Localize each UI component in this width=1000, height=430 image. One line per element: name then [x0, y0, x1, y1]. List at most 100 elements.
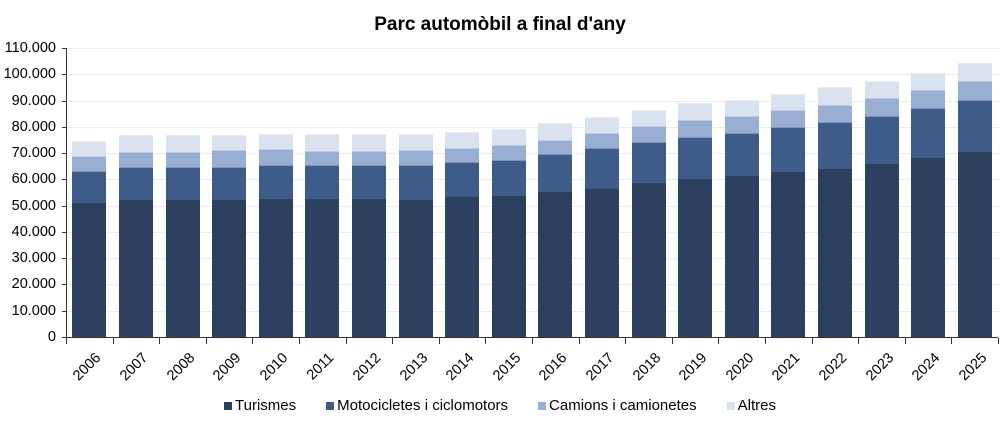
bar-segment	[351, 150, 386, 165]
bar-segment	[538, 139, 573, 155]
x-tick-label: 2007	[117, 350, 152, 385]
x-tick-label: 2009	[210, 350, 245, 385]
legend-item: Motocicletes i ciclomotors	[326, 397, 508, 414]
bar-segment	[118, 152, 153, 168]
y-tick	[62, 205, 67, 207]
bar-2022	[817, 87, 852, 337]
gridline	[66, 310, 1000, 312]
bar-segment	[398, 150, 433, 165]
bar-segment	[445, 147, 480, 163]
gridline	[66, 231, 1000, 233]
x-tick-label: 2006	[70, 350, 105, 385]
y-tick	[62, 179, 67, 181]
x-tick-label: 2015	[489, 350, 525, 385]
x-tick	[811, 338, 813, 344]
legend-swatch-icon	[326, 401, 335, 410]
legend-item: Altres	[726, 397, 776, 414]
x-tick-label: 2022	[816, 350, 851, 385]
x-tick	[765, 338, 766, 344]
bar-segment	[584, 188, 619, 337]
bar-segment	[911, 73, 946, 91]
x-tick	[159, 338, 161, 344]
bar-2025	[957, 63, 992, 337]
bar-2019	[678, 103, 713, 337]
x-tick	[438, 338, 440, 344]
bar-segment	[724, 132, 759, 176]
bar-segment	[491, 145, 526, 160]
gridline	[66, 100, 1000, 102]
x-tick-label: 2024	[909, 350, 944, 385]
bar-2011	[305, 134, 340, 337]
bar-2010	[258, 134, 293, 337]
bar-2017	[584, 116, 619, 337]
x-tick-label: 2023	[862, 350, 897, 385]
x-tick	[66, 338, 67, 344]
bar-segment	[538, 123, 573, 140]
bar-segment	[584, 116, 619, 134]
x-tick-label: 2025	[955, 350, 991, 385]
x-tick	[485, 338, 487, 344]
y-tick	[62, 100, 67, 102]
gridline	[66, 205, 1000, 207]
x-tick	[625, 338, 627, 344]
bar-segment	[817, 121, 852, 169]
bar-segment	[118, 199, 153, 337]
bar-segment	[631, 182, 666, 337]
bar-2020	[724, 99, 759, 337]
bar-segment	[631, 142, 666, 183]
bar-segment	[491, 128, 526, 146]
y-tick	[62, 153, 67, 155]
legend-swatch-icon	[538, 401, 547, 410]
legend: Turismes Motocicletes i ciclomotors Camion…	[0, 397, 1000, 414]
bar-segment	[118, 135, 153, 153]
y-tick-label: 110.000	[4, 40, 56, 56]
bar-segment	[957, 100, 992, 152]
bar-segment	[911, 158, 946, 337]
legend-item: Camions i camionetes	[538, 397, 697, 414]
bar-segment	[678, 136, 713, 179]
bar-segment	[631, 126, 666, 143]
bar-segment	[212, 150, 247, 167]
bar-segment	[351, 134, 386, 151]
bar-2013	[398, 134, 433, 337]
bar-segment	[724, 99, 759, 116]
bar-segment	[305, 150, 340, 165]
y-tick-label: 60.000	[11, 171, 56, 188]
bar-2024	[911, 73, 946, 337]
bar-segment	[771, 127, 806, 173]
bar-segment	[724, 115, 759, 133]
x-tick-label: 2012	[350, 350, 385, 385]
y-tick-label: 30.000	[11, 250, 56, 267]
bar-segment	[212, 135, 247, 151]
bar-segment	[864, 97, 899, 116]
gridline	[66, 284, 1000, 286]
bar-2006	[72, 141, 107, 337]
chart-title: Parc automòbil a final d'any	[374, 14, 626, 35]
y-tick	[62, 126, 67, 128]
bar-segment	[305, 199, 340, 337]
legend-label: Motocicletes i ciclomotors	[337, 397, 509, 414]
gridline	[66, 153, 1000, 155]
bar-segment	[678, 119, 713, 137]
bar-segment	[584, 133, 619, 148]
bar-segment	[445, 197, 480, 337]
bar-segment	[305, 134, 340, 151]
bar-segment	[864, 115, 899, 164]
y-tick	[62, 48, 67, 49]
y-tick-label: 100.000	[3, 66, 56, 83]
x-tick-label: 2019	[676, 350, 711, 385]
legend-item: Turismes	[224, 397, 296, 414]
y-tick-label: 80.000	[11, 118, 56, 135]
bar-2015	[491, 128, 526, 337]
bar-segment	[351, 164, 386, 200]
bar-segment	[398, 199, 433, 337]
x-tick	[299, 338, 300, 344]
bar-segment	[398, 134, 433, 151]
x-tick-label: 2020	[722, 350, 758, 385]
bar-segment	[258, 199, 293, 337]
bar-segment	[864, 80, 899, 98]
x-tick-label: 2014	[443, 350, 478, 385]
gridline	[66, 126, 1000, 128]
x-tick-label: 2016	[536, 350, 571, 385]
y-tick-label: 40.000	[11, 223, 56, 240]
